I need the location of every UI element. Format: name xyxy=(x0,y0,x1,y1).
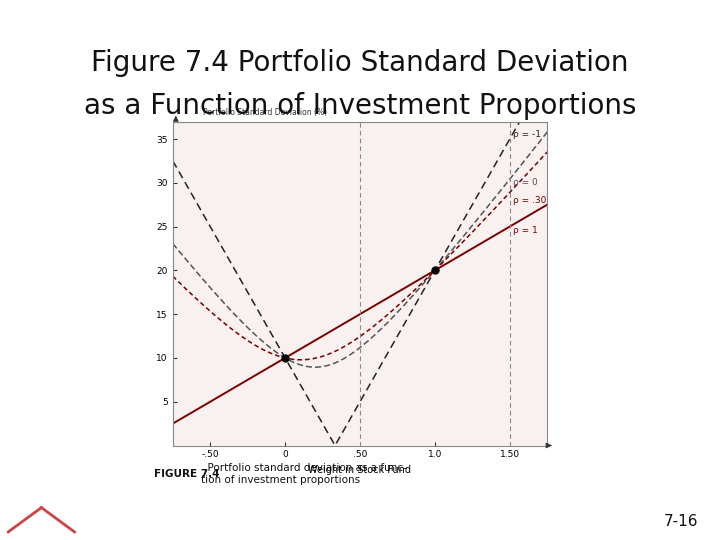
Text: ρ = -1: ρ = -1 xyxy=(513,130,541,139)
Text: ρ = 1: ρ = 1 xyxy=(513,226,538,235)
X-axis label: Weight in Stock Fund: Weight in Stock Fund xyxy=(308,465,412,475)
Text: ρ = .30: ρ = .30 xyxy=(513,196,546,205)
Text: Portfolio Standard Deviation (%): Portfolio Standard Deviation (%) xyxy=(203,108,327,117)
Text: 7-16: 7-16 xyxy=(664,514,698,529)
Text: FIGURE 7.4: FIGURE 7.4 xyxy=(154,469,220,480)
Text: Figure 7.4 Portfolio Standard Deviation: Figure 7.4 Portfolio Standard Deviation xyxy=(91,49,629,77)
Text: as a Function of Investment Proportions: as a Function of Investment Proportions xyxy=(84,92,636,120)
Text: ρ = 0: ρ = 0 xyxy=(513,178,538,187)
Text: Portfolio standard deviation as a func-
tion of investment proportions: Portfolio standard deviation as a func- … xyxy=(201,463,407,485)
